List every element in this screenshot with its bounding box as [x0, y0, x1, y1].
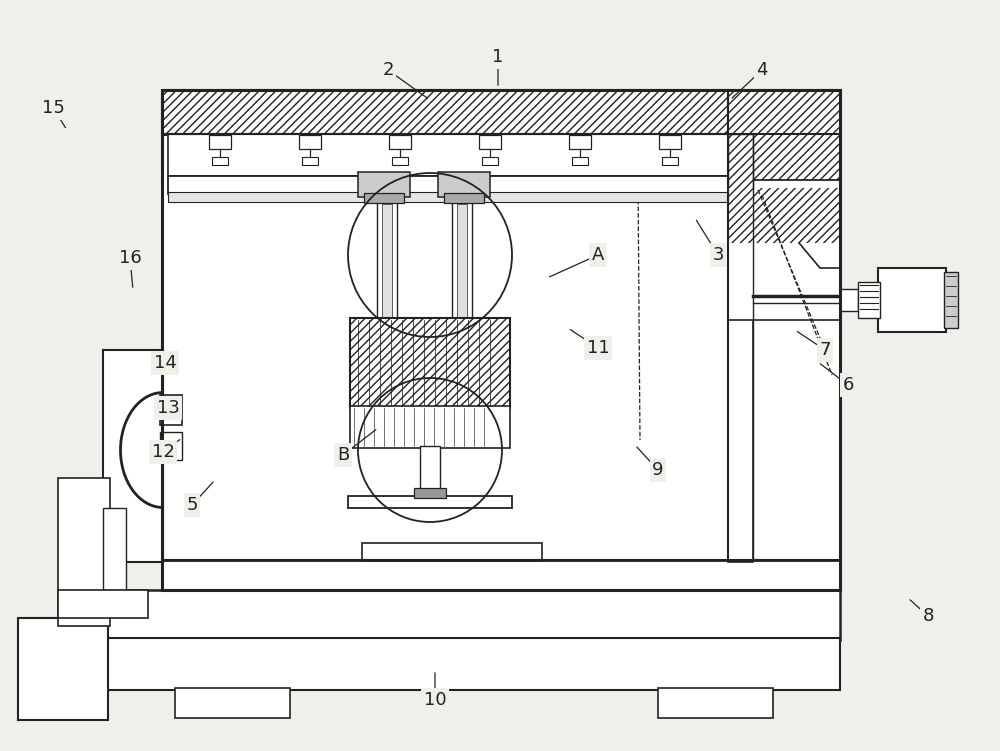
- Bar: [299, 135, 321, 149]
- Bar: [168, 192, 728, 202]
- Bar: [878, 268, 946, 332]
- Bar: [103, 638, 840, 690]
- Bar: [162, 90, 840, 590]
- Bar: [382, 204, 392, 320]
- Bar: [728, 134, 753, 562]
- Text: 15: 15: [42, 99, 64, 117]
- Bar: [18, 618, 108, 720]
- Bar: [728, 188, 840, 243]
- Text: 7: 7: [819, 341, 831, 359]
- Bar: [58, 590, 148, 618]
- Bar: [162, 90, 840, 135]
- Bar: [420, 446, 440, 490]
- Bar: [364, 193, 404, 203]
- Bar: [389, 135, 411, 149]
- Text: 16: 16: [119, 249, 141, 267]
- Bar: [350, 406, 510, 448]
- Bar: [168, 134, 728, 176]
- Bar: [362, 543, 542, 561]
- Bar: [444, 193, 484, 203]
- Text: 10: 10: [424, 691, 446, 709]
- Bar: [840, 289, 858, 311]
- Bar: [103, 590, 840, 640]
- Bar: [858, 282, 880, 318]
- Bar: [658, 688, 773, 718]
- Text: 8: 8: [922, 607, 934, 625]
- Bar: [212, 157, 228, 165]
- Bar: [350, 318, 510, 408]
- Bar: [452, 202, 472, 320]
- Bar: [209, 135, 231, 149]
- Bar: [175, 688, 290, 718]
- Bar: [348, 496, 512, 508]
- Bar: [438, 172, 490, 197]
- Bar: [482, 157, 498, 165]
- Text: A: A: [592, 246, 604, 264]
- Text: 5: 5: [186, 496, 198, 514]
- Text: 14: 14: [154, 354, 176, 372]
- Bar: [160, 432, 182, 460]
- Bar: [168, 176, 728, 194]
- Bar: [377, 202, 397, 320]
- Bar: [728, 90, 840, 180]
- Bar: [302, 157, 318, 165]
- Bar: [160, 395, 182, 425]
- Bar: [103, 350, 163, 562]
- Bar: [944, 272, 958, 328]
- Text: 4: 4: [756, 61, 768, 79]
- Text: B: B: [337, 446, 349, 464]
- Bar: [479, 135, 501, 149]
- Bar: [572, 157, 588, 165]
- Text: 2: 2: [382, 61, 394, 79]
- Text: 6: 6: [842, 376, 854, 394]
- Text: 1: 1: [492, 48, 504, 66]
- Bar: [392, 157, 408, 165]
- Bar: [414, 488, 446, 498]
- Text: 11: 11: [587, 339, 609, 357]
- Text: 12: 12: [152, 443, 174, 461]
- Bar: [728, 134, 753, 189]
- Bar: [162, 90, 840, 590]
- Bar: [103, 508, 126, 590]
- Bar: [358, 172, 410, 197]
- Text: 3: 3: [712, 246, 724, 264]
- Bar: [58, 478, 110, 626]
- Bar: [457, 204, 467, 320]
- Text: 13: 13: [157, 399, 179, 417]
- Polygon shape: [728, 188, 840, 320]
- Bar: [662, 157, 678, 165]
- Bar: [569, 135, 591, 149]
- Bar: [659, 135, 681, 149]
- Text: 9: 9: [652, 461, 664, 479]
